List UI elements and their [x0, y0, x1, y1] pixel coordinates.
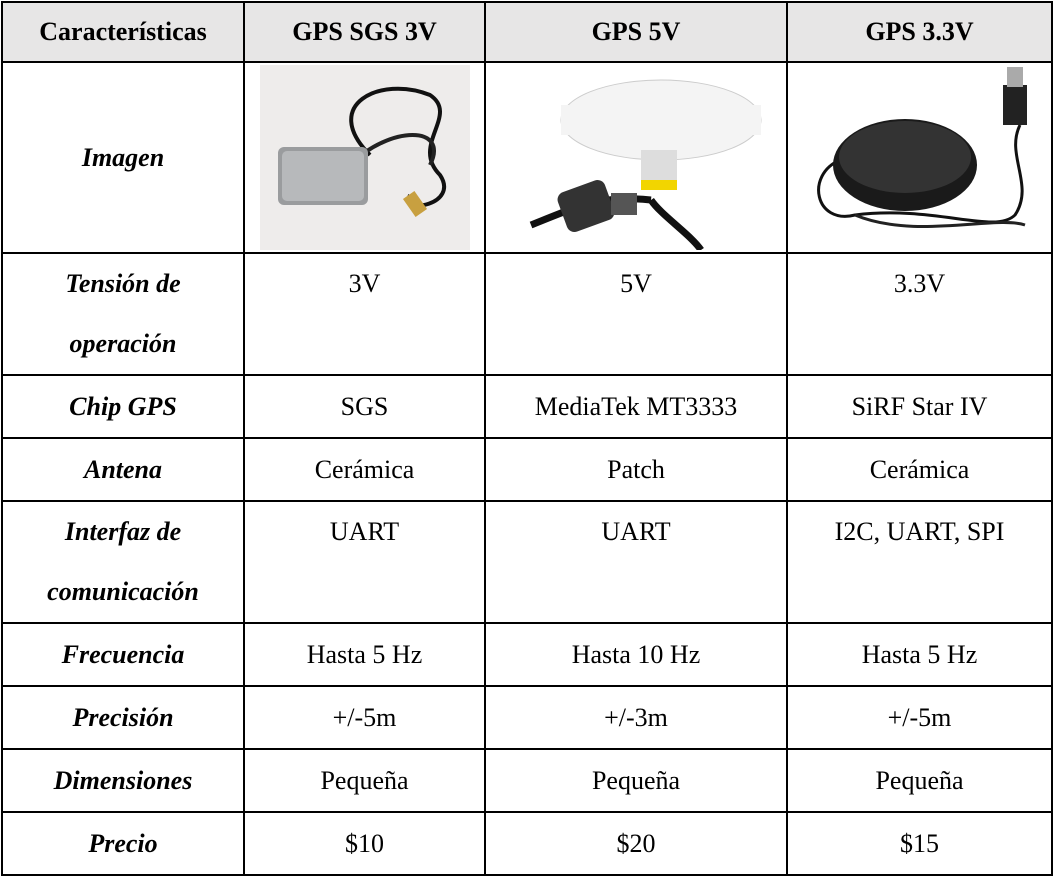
- row-label: Precio: [1, 811, 245, 876]
- value-cell: Hasta 10 Hz: [484, 622, 788, 687]
- header-cell: GPS 5V: [484, 1, 788, 63]
- table-row: Interfaz de comunicación UART UART I2C, UAR…: [1, 500, 1053, 624]
- table-row: Chip GPS SGS MediaTek MT3333 SiRF Star IV: [1, 374, 1053, 439]
- image-cell: [484, 61, 788, 254]
- value-cell: $10: [243, 811, 486, 876]
- table-row: Precio $10 $20 $15: [1, 811, 1053, 876]
- header-cell: GPS 3.3V: [786, 1, 1053, 63]
- row-label: Antena: [1, 437, 245, 502]
- gps-5v-image: [529, 79, 762, 250]
- row-label: Dimensiones: [1, 748, 245, 813]
- value-cell: MediaTek MT3333: [484, 374, 788, 439]
- table-row: Precisión +/-5m +/-3m +/-5m: [1, 685, 1053, 750]
- row-label: Interfaz de comunicación: [1, 500, 245, 624]
- value-cell: $20: [484, 811, 788, 876]
- value-cell: UART: [484, 500, 788, 624]
- header-cell: GPS SGS 3V: [243, 1, 486, 63]
- image-row: Imagen: [1, 61, 1053, 254]
- value-cell: +/-3m: [484, 685, 788, 750]
- value-cell: Cerámica: [786, 437, 1053, 502]
- value-cell: UART: [243, 500, 486, 624]
- value-cell: Cerámica: [243, 437, 486, 502]
- gps-3-3v-image: [816, 67, 1027, 229]
- header-cell: Características: [1, 1, 245, 63]
- row-label: Precisión: [1, 685, 245, 750]
- header-row: Características GPS SGS 3V GPS 5V GPS 3.…: [1, 1, 1053, 63]
- value-cell: Pequeña: [243, 748, 486, 813]
- table-row: Antena Cerámica Patch Cerámica: [1, 437, 1053, 502]
- value-cell: Pequeña: [786, 748, 1053, 813]
- image-cell: [243, 61, 486, 254]
- table-row: Dimensiones Pequeña Pequeña Pequeña: [1, 748, 1053, 813]
- image-cell: [786, 61, 1053, 254]
- table-row: Tensión de operación 3V 5V 3.3V: [1, 252, 1053, 376]
- value-cell: +/-5m: [786, 685, 1053, 750]
- value-cell: 3V: [243, 252, 486, 376]
- gps-sgs-image: [259, 65, 470, 250]
- table-row: Frecuencia Hasta 5 Hz Hasta 10 Hz Hasta 5 H…: [1, 622, 1053, 687]
- row-label: Chip GPS: [1, 374, 245, 439]
- value-cell: Patch: [484, 437, 788, 502]
- value-cell: Pequeña: [484, 748, 788, 813]
- row-label: Imagen: [1, 61, 245, 254]
- row-label: Tensión de operación: [1, 252, 245, 376]
- value-cell: +/-5m: [243, 685, 486, 750]
- value-cell: $15: [786, 811, 1053, 876]
- value-cell: 3.3V: [786, 252, 1053, 376]
- value-cell: SiRF Star IV: [786, 374, 1053, 439]
- value-cell: Hasta 5 Hz: [243, 622, 486, 687]
- value-cell: I2C, UART, SPI: [786, 500, 1053, 624]
- value-cell: Hasta 5 Hz: [786, 622, 1053, 687]
- value-cell: SGS: [243, 374, 486, 439]
- row-label: Frecuencia: [1, 622, 245, 687]
- value-cell: 5V: [484, 252, 788, 376]
